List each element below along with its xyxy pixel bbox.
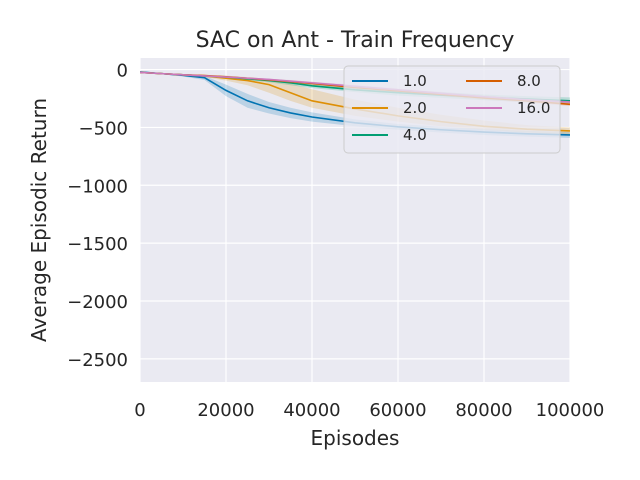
legend: 1.0 2.0 4.0 8.0 16.0 xyxy=(343,65,561,154)
y-axis-label: Average Episodic Return xyxy=(27,98,51,342)
chart-title: SAC on Ant - Train Frequency xyxy=(196,28,515,53)
x-axis-label: Episodes xyxy=(311,426,400,450)
x-tick-label: 0 xyxy=(134,400,145,421)
x-tick-label: 100000 xyxy=(536,400,605,421)
y-tick-label: −2000 xyxy=(67,292,128,313)
legend-label-4.0: 4.0 xyxy=(403,126,427,144)
y-tick-label: −500 xyxy=(79,118,128,139)
legend-label-16.0: 16.0 xyxy=(517,99,550,117)
x-tick-label: 20000 xyxy=(197,400,254,421)
y-tick-label: −2500 xyxy=(67,350,128,371)
y-tick-labels: 0 −500 −1000 −1500 −2000 −2500 xyxy=(67,61,128,371)
legend-label-2.0: 2.0 xyxy=(403,99,427,117)
grid xyxy=(139,58,571,382)
x-tick-label: 40000 xyxy=(283,400,340,421)
x-tick-labels: 0 20000 40000 60000 80000 100000 xyxy=(134,400,604,421)
x-tick-label: 80000 xyxy=(455,400,512,421)
x-tick-label: 60000 xyxy=(369,400,426,421)
legend-label-1.0: 1.0 xyxy=(403,72,427,90)
legend-label-8.0: 8.0 xyxy=(517,72,541,90)
legend-box xyxy=(343,65,561,154)
y-tick-label: −1500 xyxy=(67,234,128,255)
y-tick-label: −1000 xyxy=(67,176,128,197)
y-tick-label: 0 xyxy=(117,61,128,82)
